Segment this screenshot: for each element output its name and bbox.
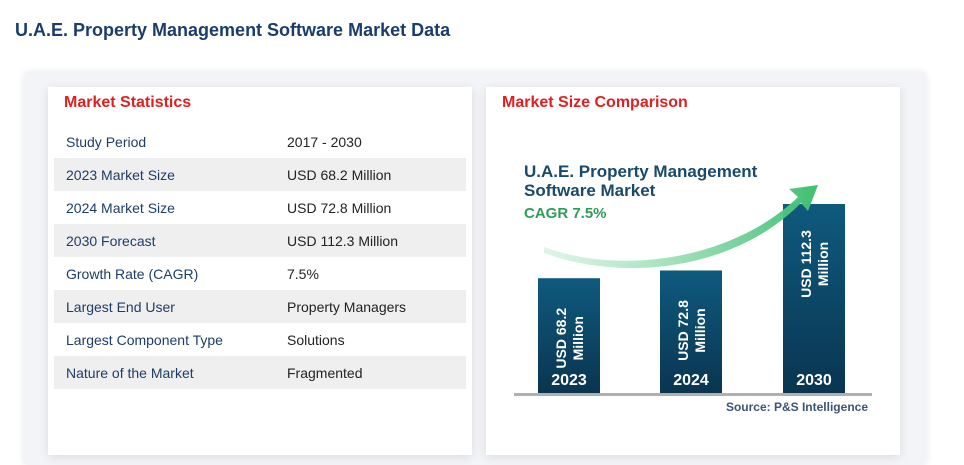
market-size-comparison-heading: Market Size Comparison (502, 94, 688, 111)
row-label: Largest End User (66, 298, 175, 315)
bar-2024 (660, 270, 722, 393)
row-label: 2023 Market Size (66, 166, 175, 183)
row-value: 7.5% (287, 265, 319, 282)
table-row: Largest Component Type Solutions (54, 323, 466, 356)
table-row: 2023 Market Size USD 68.2 Million (54, 158, 466, 191)
market-size-comparison-card: Market Size Comparison U.A.E. Property M… (486, 87, 900, 455)
table-row: Study Period 2017 - 2030 (54, 125, 466, 158)
row-value: USD 112.3 Million (287, 232, 399, 249)
chart-title: Software Market (524, 181, 656, 200)
category-label: 2023 (551, 372, 587, 389)
row-value: Property Managers (287, 298, 407, 315)
bar-2030 (783, 204, 845, 393)
row-value: USD 72.8 Million (287, 199, 392, 216)
row-value: 2017 - 2030 (287, 133, 362, 150)
chart-subtitle: CAGR 7.5% (524, 205, 607, 222)
statistics-table: Study Period 2017 - 2030 2023 Market Siz… (54, 125, 466, 389)
growth-arrow-icon (544, 185, 818, 269)
table-row: Growth Rate (CAGR) 7.5% (54, 257, 466, 290)
row-value: Fragmented (287, 364, 363, 381)
table-row: Nature of the Market Fragmented (54, 356, 466, 389)
chart-title: U.A.E. Property Management (524, 162, 758, 181)
row-label: 2024 Market Size (66, 199, 175, 216)
row-label: Growth Rate (CAGR) (66, 265, 199, 282)
category-label: 2030 (796, 372, 832, 389)
bar-value-label: USD 68.2Million (553, 308, 586, 369)
row-label: Largest Component Type (66, 331, 223, 348)
table-row: 2030 Forecast USD 112.3 Million (54, 224, 466, 257)
bar-value-label: USD 72.8Million (675, 300, 708, 361)
market-statistics-card: Market Statistics Study Period 2017 - 20… (48, 87, 472, 455)
source-note: Source: P&S Intelligence (725, 400, 868, 414)
table-row: Largest End User Property Managers (54, 290, 466, 323)
row-label: Study Period (66, 133, 147, 150)
bar-value-label: USD 112.3Million (798, 230, 831, 298)
bar-2023 (538, 278, 600, 393)
category-label: 2024 (673, 372, 709, 389)
table-row: 2024 Market Size USD 72.8 Million (54, 191, 466, 224)
row-label: 2030 Forecast (66, 232, 156, 249)
row-value: USD 68.2 Million (287, 166, 392, 183)
row-value: Solutions (287, 331, 345, 348)
page-title: U.A.E. Property Management Software Mark… (15, 20, 451, 40)
row-label: Nature of the Market (66, 364, 194, 381)
chart-baseline (514, 393, 872, 396)
market-statistics-heading: Market Statistics (64, 94, 192, 111)
